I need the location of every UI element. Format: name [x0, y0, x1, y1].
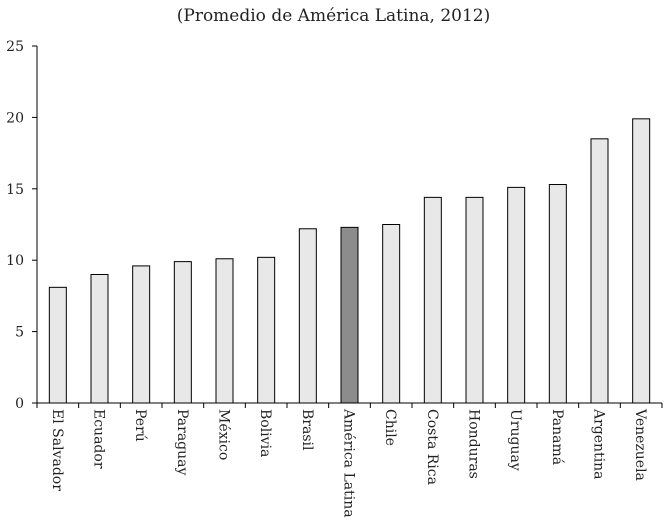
y-tick-label: 20 — [6, 110, 24, 126]
x-tick-label: El Salvador — [49, 409, 65, 491]
x-tick-label: Paraguay — [174, 409, 190, 476]
bar-panam- — [548, 184, 567, 404]
bar-el-salvador — [48, 286, 67, 404]
bar-m-xico — [215, 258, 234, 404]
x-tick-label: Costa Rica — [424, 409, 440, 485]
y-tick-label: 5 — [15, 325, 24, 341]
bar-honduras — [465, 196, 484, 404]
bar-argentina — [590, 138, 609, 404]
x-tick-label: Venezuela — [632, 408, 648, 481]
x-tick-label: Brasil — [299, 409, 315, 451]
bar-paraguay — [173, 261, 192, 404]
labels: El Salvador Ecuador Perú Paraguay México Boli… — [49, 408, 648, 518]
bar-chile — [382, 224, 401, 404]
bar-uruguay — [507, 186, 526, 404]
x-tick-label: Chile — [382, 409, 398, 446]
bar-ecuador — [90, 273, 109, 404]
x-tick-label: Argentina — [591, 408, 607, 480]
x-tick-label: Perú — [132, 409, 148, 442]
x-tick-label: Bolivia — [257, 409, 273, 457]
x-tick-label: Honduras — [466, 409, 482, 479]
x-tick-label: América Latina — [341, 408, 357, 518]
y-tick-label: 15 — [6, 182, 24, 198]
bars — [48, 118, 651, 404]
bar-costa-rica — [423, 196, 442, 404]
bar-am-rica-latina — [340, 226, 359, 404]
x-tick-label: Panamá — [549, 409, 565, 465]
bar-bolivia — [257, 256, 276, 404]
bar-per- — [132, 265, 151, 404]
bar-brasil — [298, 228, 317, 404]
y-tick-label: 10 — [6, 253, 24, 269]
y-tick-label: 0 — [15, 396, 24, 412]
bar-venezuela — [632, 118, 651, 404]
x-tick-label: México — [216, 409, 232, 460]
y-tick-label: 25 — [6, 39, 24, 55]
chart-title: (Promedio de América Latina, 2012) — [176, 6, 491, 26]
x-tick-label: Ecuador — [91, 409, 107, 469]
x-tick-label: Uruguay — [507, 409, 523, 471]
